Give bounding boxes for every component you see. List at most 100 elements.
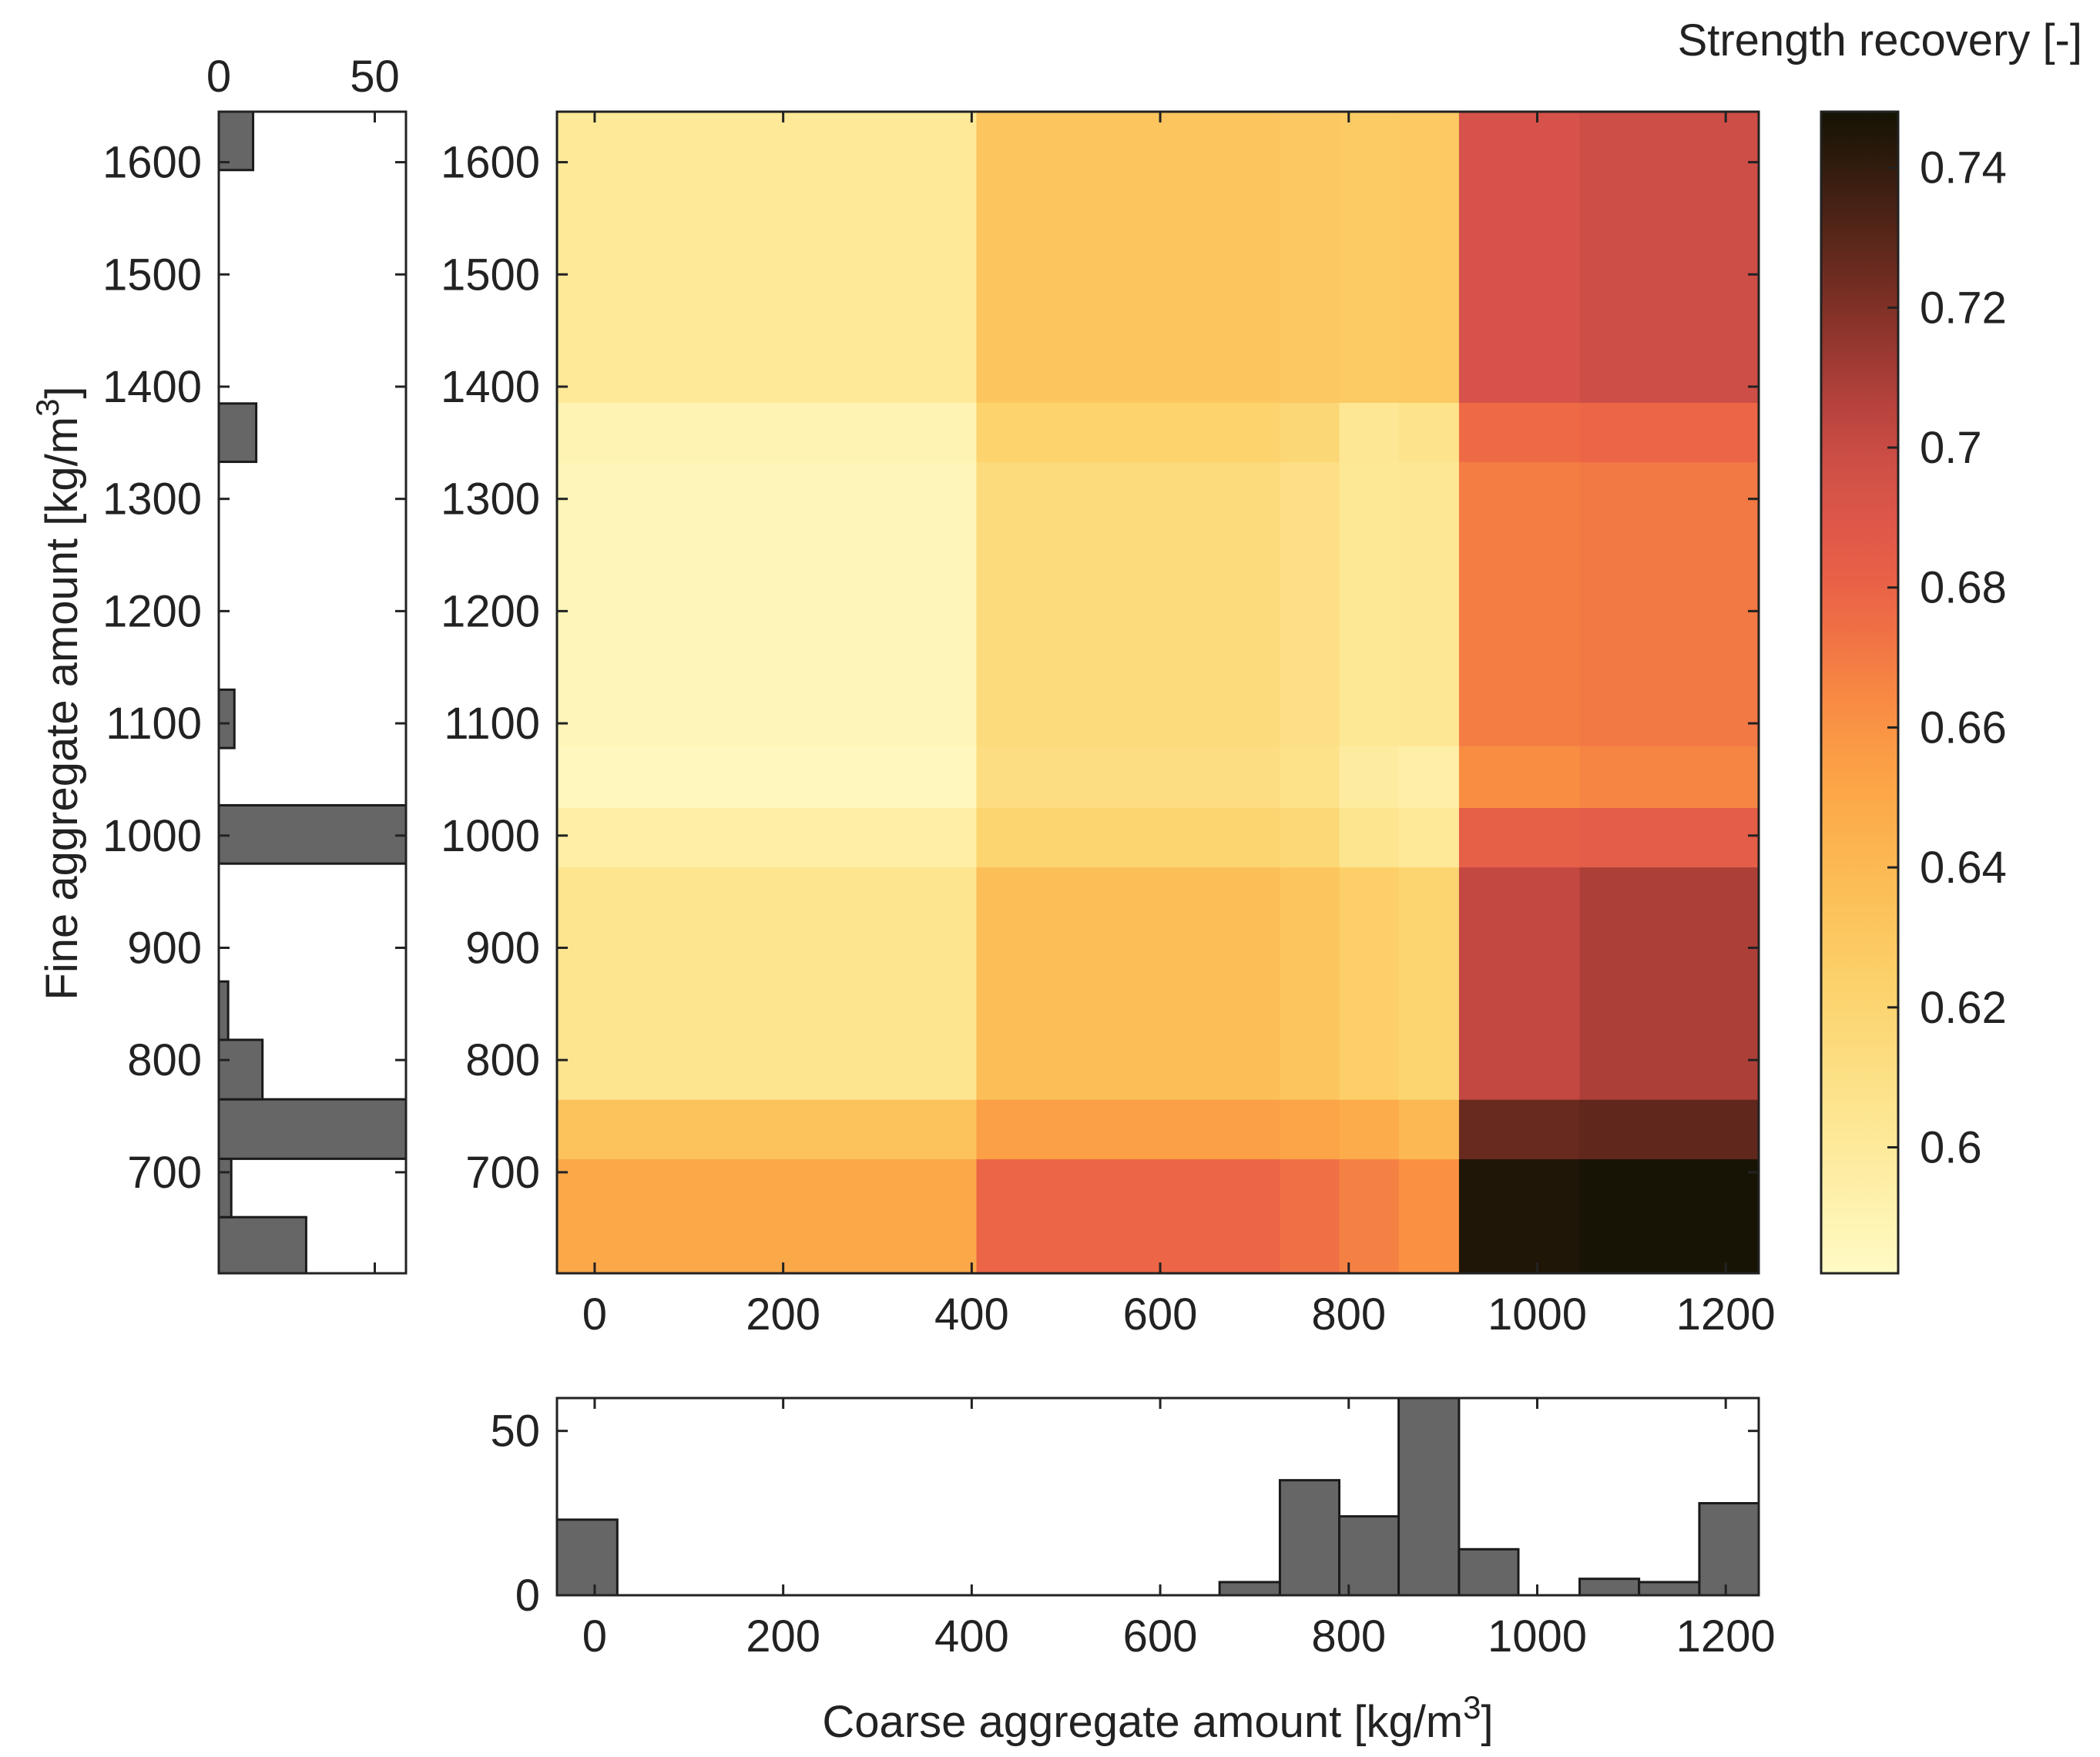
colorbar-ticks: 0.6 0.62 0.64 0.66 0.68 0.7 0.72 0.74 [1887,143,2007,1172]
heatmap-cell [1579,112,1760,403]
heatmap-cell [1280,807,1340,868]
heatmap-cell [1280,1158,1340,1274]
heatmap-cell [1458,807,1581,868]
fine-histogram-bar [217,980,230,1041]
heatmap-cell [1339,746,1400,808]
fine-aggregate-histogram: 700 800 900 1000 1100 1200 1300 1400 1500 1600 0 5… [29,52,408,1275]
heatmap-cell [1458,867,1581,1100]
y-tick-label: 1100 [444,699,540,749]
coarse-x-tick-label: 600 [1123,1611,1198,1661]
fine-histogram-bar [217,803,408,865]
heatmap-cell [1339,807,1400,868]
coarse-aggregate-histogram: 0 200 400 600 800 1000 1200 0 50 Coarse aggrega… [490,1397,1776,1747]
fine-histogram-count-ticks: 0 50 [206,52,400,1273]
fine-count-tick-label: 50 [350,52,400,102]
heatmap-cell [976,867,1281,1100]
heatmap-cell [976,807,1281,868]
heatmap-cell [1398,1158,1460,1274]
fine-y-tick-label: 1200 [102,586,202,636]
fine-histogram-bar [217,688,236,749]
coarse-count-tick-label: 50 [490,1407,540,1457]
y-tick-label: 1200 [441,586,540,636]
colorbar-tick-label: 0.74 [1920,143,2007,193]
heatmap-cell [1280,461,1340,746]
y-tick-label: 1400 [441,362,540,412]
x-tick-label: 200 [746,1289,820,1340]
heatmap-cell [1458,746,1581,808]
colorbar-tick-label: 0.62 [1920,983,2007,1033]
heatmap-cell [557,112,978,403]
coarse-histogram-bar [1338,1515,1401,1597]
heatmap-cell [1339,402,1400,463]
heatmap-y-ticks: 700 800 900 1000 1100 1200 1300 1400 1500 1600 [441,138,1759,1198]
fine-y-tick-label: 1100 [106,699,202,749]
coarse-histogram-bar [1458,1547,1520,1597]
coarse-count-tick-label: 0 [515,1571,540,1621]
x-tick-label: 800 [1311,1289,1386,1340]
colorbar-title: Strength recovery [-] [1678,15,2082,65]
colorbar: Strength recovery [-] 0.60.620.640.660.6… [1678,15,2082,1275]
y-tick-label: 1600 [441,138,540,188]
fine-axis-label: Fine aggregate amount [kg/m3] [29,386,87,1000]
heatmap-x-ticks: 0 200 400 600 800 1000 1200 [582,112,1776,1340]
x-tick-label: 0 [582,1289,607,1340]
heatmap-cell [1280,867,1340,1100]
fine-histogram-bar [217,1215,307,1275]
heatmap-cell [1458,402,1581,463]
coarse-histogram-bar [1397,1397,1461,1597]
heatmap-cell [1398,112,1460,403]
coarse-x-tick-label: 0 [582,1611,607,1661]
fine-y-tick-label: 800 [127,1035,202,1085]
x-tick-label: 1000 [1488,1289,1587,1340]
heatmap-cell [976,746,1281,808]
heatmap-cell [1398,461,1460,746]
colorbar-tick-label: 0.6 [1920,1122,1982,1172]
heatmap-cell [1280,402,1340,463]
heatmap-cell [1398,807,1460,868]
heatmap-cell [1339,1158,1400,1274]
colorbar-gradient [1821,112,1898,1273]
y-tick-label: 1000 [441,811,540,861]
heatmap-cells [557,112,1760,1274]
heatmap-cell [1458,461,1581,746]
y-tick-label: 1300 [441,474,540,525]
fine-y-tick-label: 1300 [102,474,202,525]
coarse-histogram-frame [555,1397,1760,1597]
fine-histogram-bar [217,1038,264,1101]
x-tick-label: 400 [934,1289,1009,1340]
heatmap-cell [1398,1099,1460,1159]
heatmap-cell [1579,1158,1760,1274]
fine-y-tick-label: 900 [127,923,202,973]
heatmap-cell [1398,402,1460,463]
heatmap-cell [1458,112,1581,403]
coarse-histogram-bar [1218,1581,1281,1597]
coarse-x-tick-label: 200 [746,1611,820,1661]
coarse-x-tick-label: 1000 [1488,1611,1587,1661]
heatmap-cell [1579,1099,1760,1159]
colorbar-tick-label: 0.72 [1920,283,2007,333]
heatmap-cell [976,1158,1281,1274]
heatmap-cell [1458,1099,1581,1159]
fine-histogram-bar [217,402,258,464]
heatmap-frame [555,110,1760,1275]
heatmap-cell [1579,807,1760,868]
coarse-histogram-bar [1578,1578,1641,1597]
coarse-histogram-count-ticks: 0 50 [490,1407,1759,1621]
x-tick-label: 600 [1123,1289,1198,1340]
colorbar-tick-label: 0.66 [1920,702,2007,753]
y-tick-label: 800 [465,1035,540,1085]
heatmap-cell [1280,112,1340,403]
fine-histogram-bar [217,1098,408,1160]
y-tick-label: 1500 [441,250,540,300]
heatmap-cell [1458,1158,1581,1274]
coarse-axis-label: Coarse aggregate amount [kg/m3] [822,1689,1493,1747]
heatmap-cell [1339,867,1400,1100]
x-tick-label: 1200 [1676,1289,1776,1340]
heatmap-cell [1280,1099,1340,1159]
fine-y-tick-label: 1000 [102,811,202,861]
heatmap-panel: 0 200 400 600 800 1000 1200 700 800 900 1000 1100 1… [441,110,1776,1340]
fine-histogram-bars [217,110,408,1275]
colorbar-tick-label: 0.68 [1920,563,2007,613]
heatmap-cell [976,1099,1281,1159]
